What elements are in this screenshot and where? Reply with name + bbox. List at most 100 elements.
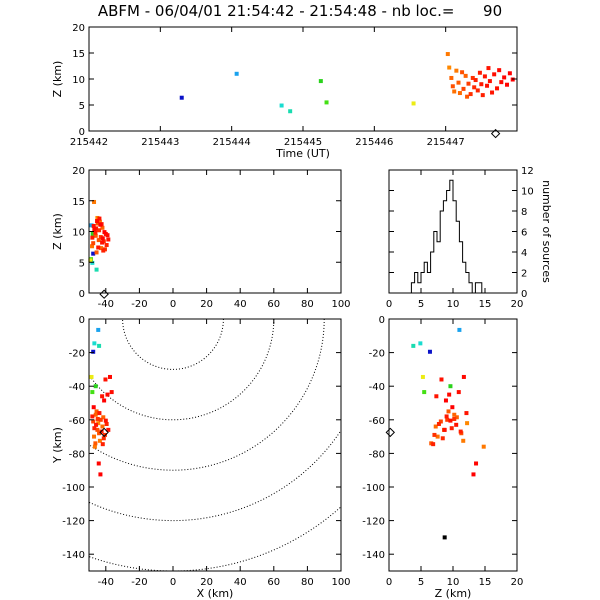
- histogram-bar: [427, 273, 430, 294]
- data-point: [473, 78, 478, 83]
- data-point: [461, 438, 466, 443]
- data-point: [90, 260, 95, 265]
- y-tick-label: 0: [521, 289, 527, 300]
- data-point: [95, 416, 100, 421]
- data-point: [94, 409, 99, 414]
- data-point: [461, 374, 466, 379]
- data-point: [442, 427, 447, 432]
- x-tick-label: 0: [386, 577, 392, 588]
- x-tick-label: 80: [301, 299, 314, 310]
- data-point: [499, 80, 504, 85]
- data-point: [97, 219, 102, 224]
- histogram-bar: [437, 242, 440, 293]
- data-point: [95, 215, 100, 220]
- data-point: [94, 250, 99, 255]
- y-tick-label: 10: [72, 75, 85, 86]
- data-point: [449, 75, 454, 80]
- data-point: [445, 52, 450, 57]
- data-point: [472, 85, 477, 90]
- data-point: [91, 251, 96, 256]
- data-point: [101, 415, 106, 420]
- data-point: [434, 394, 439, 399]
- y-tick-label: -80: [369, 449, 385, 460]
- data-point: [93, 233, 98, 238]
- panel-x-height: -40 -20 0 20 40 60 80 100 0 5 10 15 20 Z (km): [51, 166, 351, 310]
- data-point: [447, 392, 452, 397]
- data-point: [93, 384, 98, 389]
- y-axis-label: Y (km): [51, 427, 64, 464]
- data-point: [324, 100, 329, 105]
- x-tick-label: 215445: [284, 137, 322, 148]
- data-point: [98, 222, 103, 227]
- data-point: [422, 390, 427, 395]
- data-point: [464, 411, 469, 416]
- data-point: [106, 237, 111, 242]
- data-point: [90, 244, 95, 249]
- y-tick-label: 5: [79, 101, 85, 112]
- data-point: [490, 90, 495, 95]
- y-tick-label: 15: [72, 49, 85, 60]
- data-point: [411, 101, 416, 106]
- data-point: [96, 461, 101, 466]
- y-axis-label: number of sources: [540, 180, 553, 283]
- data-point: [465, 94, 470, 99]
- x-tick-label: 10: [447, 299, 460, 310]
- data-point: [91, 405, 96, 410]
- data-point: [103, 418, 108, 423]
- data-point: [448, 384, 453, 389]
- data-point: [100, 236, 105, 241]
- data-point: [90, 235, 95, 240]
- data-point: [463, 73, 468, 78]
- data-point: [461, 86, 466, 91]
- histogram-bar: [447, 191, 450, 294]
- y-tick-label: -20: [69, 349, 85, 360]
- data-point: [288, 109, 293, 114]
- data-point: [502, 75, 507, 80]
- data-point: [97, 228, 102, 233]
- y-tick-label: 10: [72, 228, 85, 239]
- data-point: [465, 421, 470, 426]
- data-point: [447, 65, 452, 70]
- data-point: [439, 377, 444, 382]
- data-point: [91, 223, 96, 228]
- data-point: [411, 343, 416, 348]
- data-point: [101, 436, 106, 441]
- y-axis-label: Z (km): [51, 213, 64, 250]
- y-tick-label: 2: [521, 269, 527, 280]
- data-point: [100, 442, 105, 447]
- data-point: [479, 82, 484, 87]
- x-tick-label: 20: [511, 577, 524, 588]
- data-point: [92, 199, 97, 204]
- data-point: [507, 71, 512, 76]
- x-tick-label: -20: [131, 577, 147, 588]
- panel-z-y-view: 0 5 10 15 20 -140 -120 -100 -80 -60 -40 -20 0 Z (km): [362, 315, 523, 600]
- x-tick-label: 100: [331, 299, 350, 310]
- data-point: [457, 91, 462, 96]
- data-point: [495, 86, 500, 91]
- y-tick-label: 0: [79, 289, 85, 300]
- y-tick-label: 0: [79, 315, 85, 326]
- x-tick-label: 80: [301, 577, 314, 588]
- data-point: [104, 243, 109, 248]
- data-point: [450, 405, 455, 410]
- data-point: [100, 225, 105, 230]
- data-point: [444, 414, 449, 419]
- data-point: [97, 216, 102, 221]
- data-point: [108, 374, 112, 379]
- data-point: [92, 426, 97, 431]
- data-point: [456, 390, 461, 395]
- x-tick-label: -40: [98, 299, 114, 310]
- plot-frame: [88, 318, 342, 572]
- data-point: [109, 390, 114, 395]
- data-point: [432, 432, 437, 437]
- data-point: [450, 84, 455, 89]
- data-point: [92, 444, 97, 449]
- y-tick-label: -20: [369, 349, 385, 360]
- data-point: [96, 245, 101, 250]
- data-point: [480, 93, 485, 98]
- data-point: [90, 390, 95, 395]
- data-point: [97, 411, 102, 416]
- data-point: [96, 327, 101, 332]
- data-point: [92, 227, 97, 232]
